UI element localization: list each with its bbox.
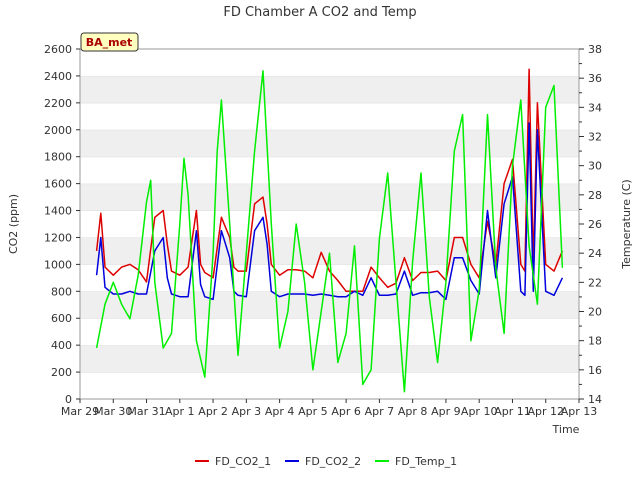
y2-tick-label: 18 bbox=[588, 335, 602, 348]
x-tick-label: Apr 2 bbox=[198, 405, 228, 418]
y-tick-label: 1600 bbox=[44, 178, 72, 191]
grid-band bbox=[80, 156, 579, 184]
x-tick-label: Apr 13 bbox=[561, 405, 598, 418]
y2-tick-label: 14 bbox=[588, 393, 602, 406]
y-tick-label: 2400 bbox=[44, 70, 72, 83]
grid-band bbox=[80, 129, 579, 157]
x-tick-label: Apr 10 bbox=[461, 405, 498, 418]
y2-tick-label: 20 bbox=[588, 306, 602, 319]
y2-tick-label: 32 bbox=[588, 131, 602, 144]
grid-band bbox=[80, 345, 579, 373]
legend-label: FD_CO2_1 bbox=[215, 455, 271, 468]
y2-axis-label: Temperature (C) bbox=[620, 179, 633, 269]
y-tick-label: 0 bbox=[65, 393, 72, 406]
y2-tick-label: 26 bbox=[588, 218, 602, 231]
grid-band bbox=[80, 210, 579, 238]
y2-tick-label: 28 bbox=[588, 189, 602, 202]
y-tick-label: 2200 bbox=[44, 97, 72, 110]
y-tick-label: 1400 bbox=[44, 205, 72, 218]
y2-tick-label: 30 bbox=[588, 160, 602, 173]
x-tick-label: Mar 29 bbox=[61, 405, 99, 418]
site-annotation-box bbox=[80, 32, 139, 52]
y-tick-label: 2600 bbox=[44, 43, 72, 56]
x-tick-label: Apr 5 bbox=[298, 405, 328, 418]
y-axis-label: CO2 (ppm) bbox=[7, 194, 20, 254]
y2-tick-label: 22 bbox=[588, 276, 602, 289]
x-axis-label: Time bbox=[552, 423, 580, 436]
x-tick-label: Apr 9 bbox=[431, 405, 461, 418]
y2-tick-label: 38 bbox=[588, 43, 602, 56]
y-tick-label: 400 bbox=[51, 339, 72, 352]
series-line-FD_CO2_2 bbox=[95, 122, 564, 301]
x-tick-label: Apr 3 bbox=[232, 405, 262, 418]
x-tick-label: Apr 11 bbox=[494, 405, 531, 418]
grid-band bbox=[80, 49, 579, 76]
y-tick-label: 2000 bbox=[44, 124, 72, 137]
x-tick-label: Apr 6 bbox=[331, 405, 361, 418]
y2-tick-label: 16 bbox=[588, 364, 602, 377]
x-tick-label: Mar 31 bbox=[127, 405, 165, 418]
x-tick-label: Mar 30 bbox=[94, 405, 132, 418]
y2-tick-label: 36 bbox=[588, 72, 602, 85]
grid-band bbox=[80, 372, 579, 399]
y2-tick-label: 24 bbox=[588, 247, 602, 260]
grid-band bbox=[80, 183, 579, 211]
y-tick-label: 1000 bbox=[44, 258, 72, 271]
chart-title: FD Chamber A CO2 and Temp bbox=[223, 5, 416, 20]
series-line-FD_Temp_1 bbox=[95, 70, 564, 393]
legend-label: FD_CO2_2 bbox=[305, 455, 361, 468]
grid-band bbox=[80, 318, 579, 346]
y-tick-label: 1200 bbox=[44, 231, 72, 244]
x-tick-label: Apr 8 bbox=[398, 405, 428, 418]
y-tick-label: 1800 bbox=[44, 151, 72, 164]
grid-band bbox=[80, 102, 579, 130]
x-tick-label: Apr 12 bbox=[527, 405, 564, 418]
x-tick-label: Apr 4 bbox=[265, 405, 295, 418]
y-tick-label: 600 bbox=[51, 312, 72, 325]
grid-band bbox=[80, 75, 579, 103]
site-annotation: BA_met bbox=[80, 32, 139, 52]
legend-label: FD_Temp_1 bbox=[395, 455, 457, 468]
x-tick-label: Apr 7 bbox=[365, 405, 395, 418]
y2-tick-label: 34 bbox=[588, 101, 602, 114]
y-tick-label: 200 bbox=[51, 366, 72, 379]
x-tick-label: Apr 1 bbox=[165, 405, 195, 418]
y-tick-label: 800 bbox=[51, 285, 72, 298]
site-annotation-text: BA_met bbox=[86, 36, 133, 49]
chart-legend: FD_CO2_1 FD_CO2_2 FD_Temp_1 bbox=[195, 455, 457, 468]
